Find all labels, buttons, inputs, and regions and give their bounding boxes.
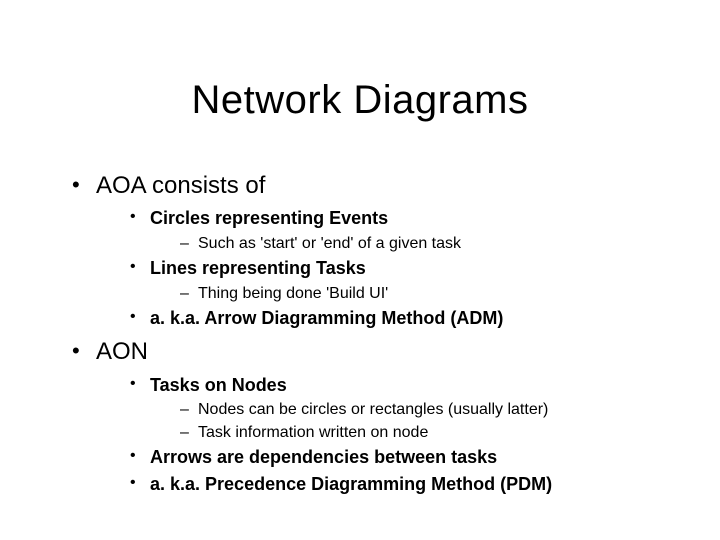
l2-text: a. k.a. Precedence Diagramming Method (P… [150, 474, 552, 494]
l1-item-aoa: AOA consists of Circles representing Eve… [70, 170, 670, 330]
l3-list: Thing being done 'Build UI' [178, 283, 670, 305]
l3-item: Task information written on node [178, 422, 670, 444]
l2-item: Circles representing Events Such as 'sta… [128, 206, 670, 254]
l1-item-aon: AON Tasks on Nodes Nodes can be circles … [70, 336, 670, 495]
l2-item: a. k.a. Precedence Diagramming Method (P… [128, 472, 670, 496]
l2-text: Arrows are dependencies between tasks [150, 447, 497, 467]
l1-text: AON [96, 338, 148, 365]
l3-item: Thing being done 'Build UI' [178, 283, 670, 305]
l3-item: Such as 'start' or 'end' of a given task [178, 233, 670, 255]
slide-title: Network Diagrams [0, 78, 720, 123]
l2-text: a. k.a. Arrow Diagramming Method (ADM) [150, 308, 503, 328]
l2-list-aon: Tasks on Nodes Nodes can be circles or r… [128, 373, 670, 496]
l2-item: Tasks on Nodes Nodes can be circles or r… [128, 373, 670, 443]
slide: Network Diagrams AOA consists of Circles… [0, 0, 720, 540]
l3-item: Nodes can be circles or rectangles (usua… [178, 399, 670, 421]
bullet-list: AOA consists of Circles representing Eve… [70, 170, 670, 496]
l1-text: AOA consists of [96, 172, 265, 199]
l2-text: Tasks on Nodes [150, 375, 287, 395]
slide-body: AOA consists of Circles representing Eve… [70, 170, 670, 502]
l2-text: Circles representing Events [150, 208, 388, 228]
l2-text: Lines representing Tasks [150, 258, 366, 278]
l2-item: Arrows are dependencies between tasks [128, 445, 670, 469]
l2-item: a. k.a. Arrow Diagramming Method (ADM) [128, 306, 670, 330]
l3-list: Nodes can be circles or rectangles (usua… [178, 399, 670, 443]
l2-list-aoa: Circles representing Events Such as 'sta… [128, 206, 670, 330]
l3-list: Such as 'start' or 'end' of a given task [178, 233, 670, 255]
l2-item: Lines representing Tasks Thing being don… [128, 256, 670, 304]
